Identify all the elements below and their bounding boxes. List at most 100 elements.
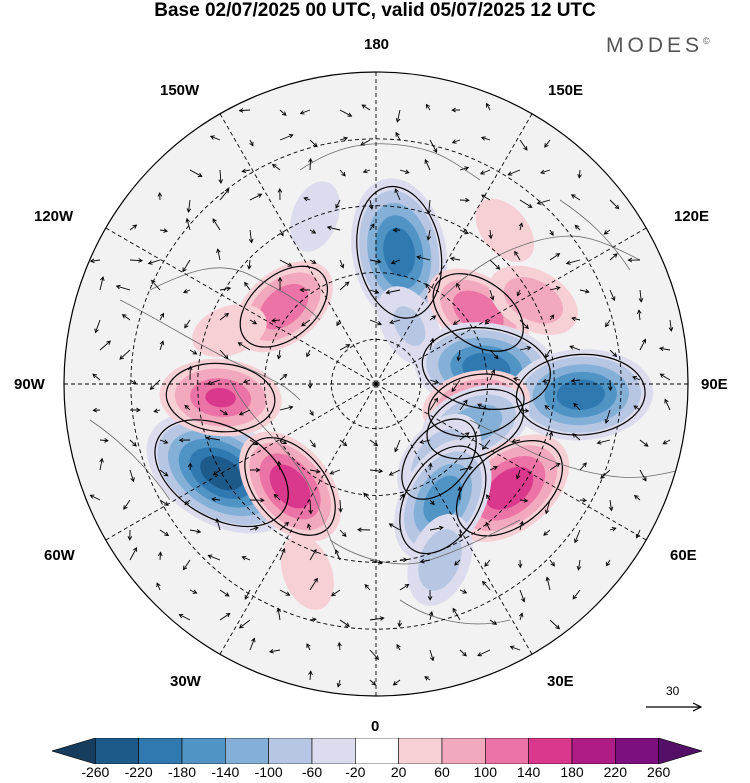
wind-vector — [238, 108, 251, 113]
wind-vector — [218, 169, 224, 184]
wind-vector — [489, 349, 499, 360]
label-lon-90e: 90E — [701, 376, 728, 393]
wind-vector — [419, 558, 431, 564]
wind-vector — [276, 460, 282, 471]
wind-vector — [156, 582, 161, 591]
wind-vector — [519, 345, 532, 351]
anomaly-contour — [426, 388, 524, 460]
wind-vector — [639, 338, 647, 351]
anomaly-contour — [399, 445, 487, 555]
anomaly-band — [568, 387, 593, 403]
wind-vector — [549, 253, 561, 261]
wind-vector — [159, 499, 169, 506]
colorbar-swatch — [571, 738, 616, 764]
lat-lon-grid — [64, 72, 688, 696]
meridian — [375, 383, 533, 655]
wind-vector — [238, 409, 251, 416]
wind-vector — [339, 109, 353, 117]
wind-vector — [457, 486, 463, 501]
wind-vector — [459, 166, 470, 171]
anomaly-band — [294, 553, 321, 592]
wind-vector — [309, 577, 318, 591]
wind-vector — [428, 462, 433, 471]
wind-vector — [219, 188, 230, 201]
wind-vector — [277, 187, 283, 201]
wind-vector — [92, 407, 101, 413]
wind-vector — [249, 526, 259, 531]
wind-vector — [299, 109, 311, 115]
wind-vector — [369, 319, 382, 326]
wind-vector — [186, 199, 192, 213]
wind-vector — [189, 589, 198, 594]
wind-vector — [639, 439, 649, 447]
colorbar-tick-label: -220 — [124, 764, 153, 780]
wind-vector — [570, 378, 581, 383]
wind-vector — [425, 283, 431, 291]
wind-vector — [337, 641, 342, 651]
map-title: Base 02/07/2025 00 UTC, valid 05/07/2025… — [154, 0, 596, 21]
colorbar-tick-label: 60 — [434, 764, 450, 780]
wind-vector — [99, 438, 109, 443]
wind-vector — [579, 462, 587, 471]
wind-vector — [486, 494, 491, 501]
wind-vector — [507, 169, 521, 176]
wind-vector — [635, 529, 641, 539]
wind-vector — [481, 194, 491, 201]
wind-vector — [662, 439, 671, 445]
wind-vector — [571, 316, 581, 322]
wind-vector — [451, 107, 461, 113]
wind-vector — [309, 229, 317, 234]
wind-vector — [454, 559, 461, 566]
wind-vector — [424, 159, 431, 171]
wind-vector — [515, 469, 521, 480]
wind-vector — [459, 589, 468, 594]
wind-vector — [129, 439, 137, 447]
wind-vector — [459, 229, 470, 235]
wind-vector — [339, 439, 348, 447]
wind-vector — [543, 529, 551, 536]
wind-vector — [456, 349, 462, 362]
wind-vector — [219, 312, 230, 321]
wind-vector — [249, 139, 254, 147]
wind-vector — [339, 619, 350, 627]
wind-vector — [456, 282, 461, 291]
wind-vector — [185, 217, 191, 231]
map-border — [63, 71, 689, 697]
wind-vector — [570, 194, 581, 201]
wind-vector — [119, 349, 131, 360]
anomaly-contour — [427, 373, 525, 438]
wind-vector — [519, 139, 528, 151]
wind-vector — [596, 439, 611, 445]
wind-vector — [159, 312, 165, 321]
wind-vector — [123, 499, 131, 510]
wind-vector — [178, 437, 191, 443]
wind-vector — [489, 465, 498, 471]
wind-vector — [458, 529, 463, 539]
wind-vector — [549, 229, 554, 236]
wind-vector — [396, 643, 401, 651]
wind-vector — [301, 319, 311, 327]
wind-vector — [604, 409, 611, 424]
wind-vector — [329, 469, 341, 475]
wind-vector — [247, 259, 252, 270]
label-lon-60e: 60E — [670, 547, 697, 564]
coastlines — [89, 143, 681, 625]
wind-vector — [219, 612, 231, 621]
wind-vector — [459, 197, 470, 203]
wind-vector — [385, 289, 401, 295]
wind-vector — [129, 379, 137, 385]
wind-vector — [212, 218, 221, 231]
wind-vector — [664, 398, 671, 411]
wind-vector — [544, 405, 551, 411]
wind-vector — [159, 529, 170, 536]
wind-vector — [389, 319, 401, 325]
wind-vector — [157, 551, 163, 561]
colorbar-tick-label: -180 — [167, 764, 197, 780]
wind-vector — [268, 648, 281, 654]
wind-vector — [609, 526, 617, 532]
wind-vector — [99, 457, 104, 471]
wind-vector — [248, 229, 254, 244]
wind-vector — [399, 493, 405, 501]
wind-vector — [536, 199, 551, 205]
wind-vector — [549, 463, 561, 471]
